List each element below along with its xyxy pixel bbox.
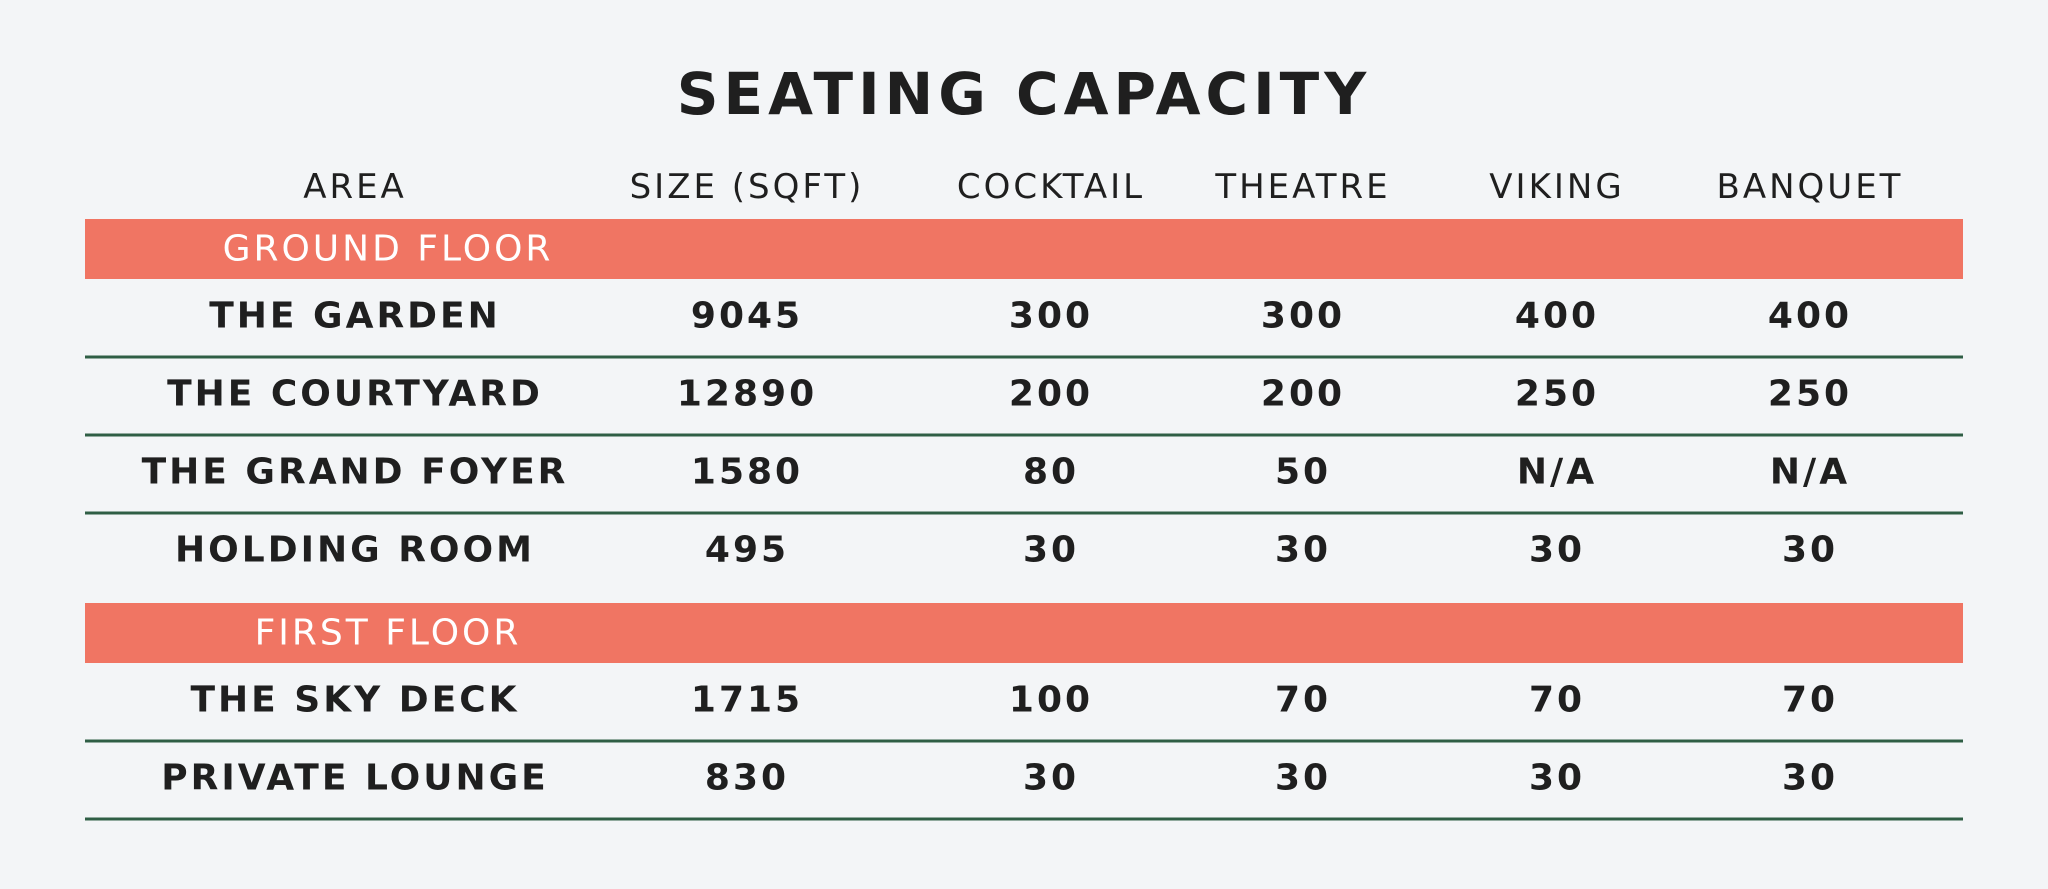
cell: 30 xyxy=(1023,530,1079,571)
cell: 830 xyxy=(705,758,789,799)
cell: 80 xyxy=(1023,452,1079,493)
cell: 30 xyxy=(1529,758,1585,799)
cell: 400 xyxy=(1515,296,1599,337)
column-header: THEATRE xyxy=(1214,167,1390,207)
cell: 30 xyxy=(1529,530,1585,571)
area-name: THE COURTYARD xyxy=(167,374,543,415)
area-name: PRIVATE LOUNGE xyxy=(161,758,548,799)
cell: 70 xyxy=(1782,680,1838,721)
cell: N/A xyxy=(1770,452,1850,493)
column-header: COCKTAIL xyxy=(957,167,1145,207)
cell: N/A xyxy=(1517,452,1597,493)
cell: 300 xyxy=(1261,296,1345,337)
section-label: GROUND FLOOR xyxy=(223,229,554,270)
cell: 100 xyxy=(1009,680,1093,721)
section-band xyxy=(85,219,1963,279)
column-header: AREA xyxy=(303,167,407,207)
cell: 250 xyxy=(1515,374,1599,415)
cell: 1580 xyxy=(691,452,803,493)
area-name: THE GARDEN xyxy=(209,296,501,337)
cell: 9045 xyxy=(691,296,803,337)
cell: 30 xyxy=(1782,758,1838,799)
column-header: VIKING xyxy=(1489,167,1624,207)
cell: 70 xyxy=(1275,680,1331,721)
cell: 250 xyxy=(1768,374,1852,415)
area-name: THE GRAND FOYER xyxy=(142,452,569,493)
area-name: HOLDING ROOM xyxy=(175,530,535,571)
title: SEATING CAPACITY xyxy=(677,60,1372,128)
column-header: SIZE (SQFT) xyxy=(630,167,865,207)
cell: 200 xyxy=(1009,374,1093,415)
cell: 12890 xyxy=(677,374,817,415)
cell: 70 xyxy=(1529,680,1585,721)
section-label: FIRST FLOOR xyxy=(255,613,522,654)
cell: 30 xyxy=(1275,530,1331,571)
cell: 30 xyxy=(1023,758,1079,799)
section-band xyxy=(85,603,1963,663)
cell: 1715 xyxy=(691,680,803,721)
cell: 300 xyxy=(1009,296,1093,337)
cell: 50 xyxy=(1275,452,1331,493)
cell: 30 xyxy=(1782,530,1838,571)
cell: 400 xyxy=(1768,296,1852,337)
cell: 495 xyxy=(705,530,789,571)
cell: 30 xyxy=(1275,758,1331,799)
column-header: BANQUET xyxy=(1717,167,1904,207)
cell: 200 xyxy=(1261,374,1345,415)
area-name: THE SKY DECK xyxy=(190,680,519,721)
